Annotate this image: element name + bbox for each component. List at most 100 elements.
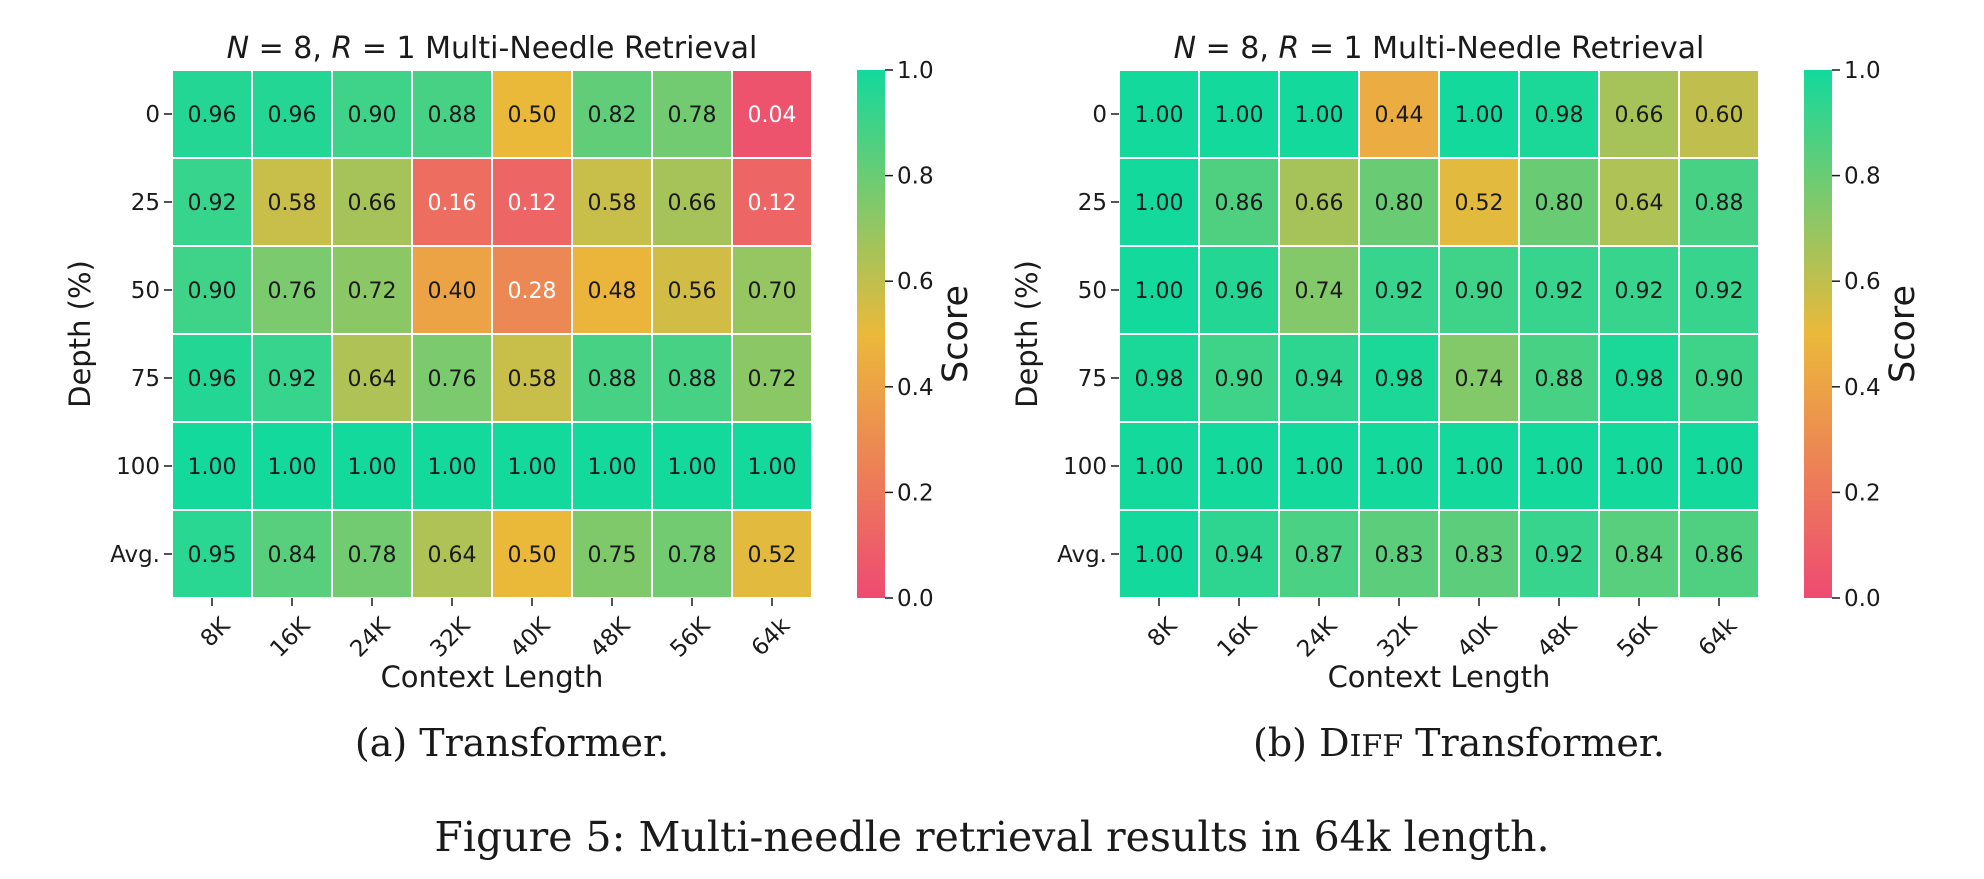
cell-value-label: 0.75 [588,543,637,568]
cell-value-label: 1.00 [668,455,717,480]
colorbar-tick-label: 0.2 [1844,480,1881,506]
cell-value-label: 0.83 [1375,543,1424,568]
cell-value-label: 0.92 [188,191,237,216]
x-tick-label: 32K [1373,612,1423,662]
y-tick-label: 75 [131,366,160,392]
cell-value-label: 1.00 [1615,455,1664,480]
colorbar-tick-label: 0.0 [897,586,934,612]
heatmap-cell [731,421,813,511]
cell-value-label: 0.66 [348,191,397,216]
colorbar-tick-label: 1.0 [897,58,934,84]
cell-value-label: 1.00 [1135,279,1184,304]
heatmap-cell [571,245,653,335]
chart-title: N = 8, R = 1 Multi-Needle Retrieval [227,31,758,66]
colorbar-tick-label: 0.6 [1844,269,1881,295]
cell-value-label: 0.86 [1695,543,1744,568]
cell-value-label: 0.90 [348,103,397,128]
y-tick-label: 25 [131,190,160,216]
heatmap-cell [1118,245,1200,335]
x-tick-label: 16K [266,612,316,662]
cell-value-label: 0.98 [1135,367,1184,392]
colorbar-tick-label: 0.8 [1844,164,1881,190]
heatmap-cell [1358,245,1440,335]
heatmap-cell [571,157,653,247]
heatmap-cell [331,333,413,423]
cell-value-label: 0.40 [428,279,477,304]
cell-value-label: 1.00 [1455,455,1504,480]
cell-value-label: 0.76 [268,279,317,304]
heatmap-cell [331,509,413,599]
heatmap-cell [1598,421,1680,511]
heatmap-cell [411,245,493,335]
cell-value-label: 0.12 [508,191,557,216]
cell-value-label: 1.00 [428,455,477,480]
cell-value-label: 0.84 [268,543,317,568]
cell-value-label: 0.90 [1215,367,1264,392]
cell-value-label: 0.94 [1295,367,1344,392]
cell-value-label: 0.64 [348,367,397,392]
x-tick-label: 8K [196,612,236,652]
cell-value-label: 0.84 [1615,543,1664,568]
heatmap-cell [1198,157,1280,247]
cell-value-label: 0.88 [1695,191,1744,216]
figure-caption: Figure 5: Multi-needle retrieval results… [434,813,1549,861]
heatmap-cell [1118,421,1200,511]
cell-value-label: 0.86 [1215,191,1264,216]
cell-value-label: 0.76 [428,367,477,392]
heatmap-cell [1358,333,1440,423]
heatmap-cell [1678,509,1760,599]
cell-value-label: 0.90 [188,279,237,304]
colorbar-tick-label: 0.4 [897,375,934,401]
heatmap-cell [651,509,733,599]
subfigure-caption: (a) Transformer. [355,721,669,765]
heatmap-cell [731,245,813,335]
cell-value-label: 1.00 [748,455,797,480]
cell-value-label: 0.98 [1375,367,1424,392]
heatmap-cell [1598,69,1680,159]
x-tick-label: 24K [346,612,396,662]
x-tick-label: 48K [1533,612,1583,662]
cell-value-label: 0.58 [508,367,557,392]
heatmap-cell [491,509,573,599]
heatmap-cell [411,421,493,511]
cell-value-label: 0.12 [748,191,797,216]
cell-value-label: 0.72 [348,279,397,304]
x-tick-label: 24K [1293,612,1343,662]
cell-value-label: 1.00 [1535,455,1584,480]
heatmap-panel-a: N = 8, R = 1 Multi-Needle Retrieval 0.96 0… [63,31,976,765]
cell-value-label: 0.72 [748,367,797,392]
y-tick-label: 25 [1078,190,1107,216]
cell-value-label: 0.66 [1295,191,1344,216]
cell-value-label: 1.00 [1135,455,1184,480]
cell-value-label: 0.87 [1295,543,1344,568]
cell-value-label: 1.00 [1215,455,1264,480]
cell-value-label: 0.96 [268,103,317,128]
x-tick-label: 40K [506,612,556,662]
heatmap-cell [491,333,573,423]
heatmap-cell [331,245,413,335]
subfigure-caption: (b) DIFF Transformer. [1253,721,1665,765]
heatmap-cell [1118,69,1200,159]
x-tick-label: 32K [426,612,476,662]
cell-value-label: 0.96 [1215,279,1264,304]
x-tick-label: 64k [747,612,796,661]
cell-value-label: 0.74 [1295,279,1344,304]
colorbar-tick-label: 1.0 [1844,58,1881,84]
cell-value-label: 0.83 [1455,543,1504,568]
cell-value-label: 0.98 [1535,103,1584,128]
y-axis-label: Depth (%) [1010,260,1044,408]
heatmap-cell [1598,245,1680,335]
heatmap-cell [571,69,653,159]
colorbar-tick-label: 0.6 [897,269,934,295]
cell-value-label: 0.78 [348,543,397,568]
cell-value-label: 0.90 [1695,367,1744,392]
heatmap-cell [1598,333,1680,423]
heatmap-cell [251,69,333,159]
heatmap-cell [1278,333,1360,423]
colorbar [1804,70,1832,598]
heatmap-cell [1438,421,1520,511]
cell-value-label: 0.78 [668,543,717,568]
x-axis-label: Context Length [381,660,604,694]
cell-value-label: 0.92 [1695,279,1744,304]
